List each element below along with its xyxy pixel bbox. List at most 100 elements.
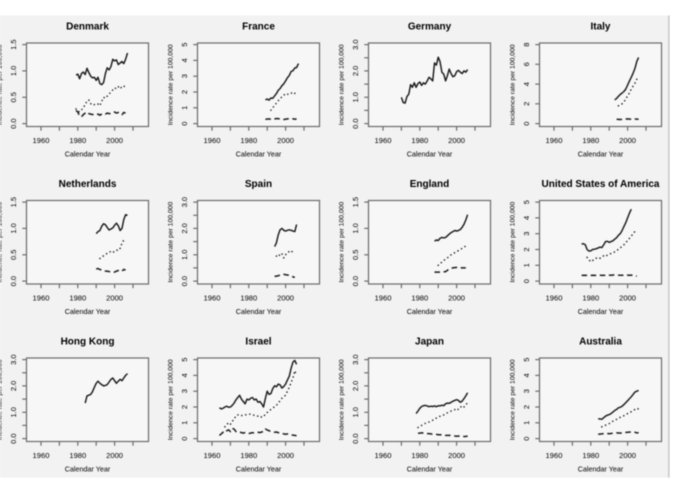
svg-text:0.0: 0.0 (9, 118, 18, 128)
svg-text:Calendar Year: Calendar Year (236, 465, 282, 474)
svg-text:1960: 1960 (204, 293, 221, 302)
svg-text:1980: 1980 (411, 136, 428, 145)
svg-text:1960: 1960 (546, 136, 563, 145)
svg-text:1.0: 1.0 (9, 66, 18, 76)
svg-text:0.0: 0.0 (9, 433, 18, 443)
svg-text:1960: 1960 (204, 451, 221, 460)
svg-text:Incidence rate per 100,000: Incidence rate per 100,000 (167, 359, 174, 440)
svg-text:5: 5 (522, 358, 531, 362)
svg-text:5: 5 (522, 200, 531, 204)
svg-text:Calendar Year: Calendar Year (578, 465, 624, 474)
svg-text:1960: 1960 (546, 293, 563, 302)
svg-text:2000: 2000 (106, 451, 123, 460)
svg-text:Japan: Japan (415, 336, 444, 347)
svg-text:0.5: 0.5 (9, 92, 18, 102)
svg-text:2000: 2000 (277, 451, 294, 460)
svg-text:4: 4 (522, 82, 531, 86)
svg-text:Italy: Italy (590, 21, 610, 32)
svg-text:Israel: Israel (245, 336, 271, 347)
svg-text:Hong Kong: Hong Kong (61, 336, 115, 347)
svg-text:3.0: 3.0 (180, 197, 189, 207)
svg-text:Incidence rate per 100,000: Incidence rate per 100,000 (0, 359, 3, 440)
svg-text:2000: 2000 (106, 293, 123, 302)
svg-text:1.5: 1.5 (351, 197, 360, 207)
svg-text:Calendar Year: Calendar Year (236, 307, 282, 316)
svg-text:0.0: 0.0 (9, 276, 18, 286)
svg-text:1960: 1960 (204, 136, 221, 145)
svg-text:2000: 2000 (619, 136, 636, 145)
svg-text:4: 4 (180, 58, 189, 62)
svg-text:2000: 2000 (106, 136, 123, 145)
svg-text:Denmark: Denmark (66, 21, 109, 32)
svg-text:2000: 2000 (448, 293, 465, 302)
svg-text:0.0: 0.0 (351, 118, 360, 128)
svg-text:1980: 1980 (411, 293, 428, 302)
svg-text:Incidence rate per 100,000: Incidence rate per 100,000 (338, 359, 345, 440)
svg-text:2.0: 2.0 (9, 381, 18, 391)
svg-text:Incidence rate per 100,000: Incidence rate per 100,000 (338, 44, 345, 125)
svg-text:1980: 1980 (69, 451, 86, 460)
svg-text:4: 4 (180, 373, 189, 377)
svg-text:2.0: 2.0 (180, 223, 189, 233)
svg-text:0.5: 0.5 (351, 250, 360, 260)
svg-text:1980: 1980 (411, 451, 428, 460)
svg-text:0.0: 0.0 (351, 433, 360, 443)
svg-text:1980: 1980 (582, 293, 599, 302)
svg-text:0: 0 (522, 122, 531, 126)
svg-text:Incidence rate per 100,000: Incidence rate per 100,000 (0, 44, 3, 125)
svg-text:France: France (242, 21, 275, 32)
svg-text:1: 1 (522, 263, 531, 267)
svg-text:3.0: 3.0 (351, 354, 360, 364)
svg-text:1.0: 1.0 (351, 92, 360, 102)
svg-text:1980: 1980 (240, 136, 257, 145)
svg-text:0.0: 0.0 (351, 276, 360, 286)
svg-text:England: England (410, 179, 449, 190)
svg-text:1960: 1960 (546, 451, 563, 460)
svg-text:3: 3 (522, 389, 531, 393)
svg-text:Netherlands: Netherlands (59, 179, 117, 190)
svg-text:2000: 2000 (619, 293, 636, 302)
svg-text:Australia: Australia (579, 336, 622, 347)
svg-text:3: 3 (180, 389, 189, 393)
svg-text:2: 2 (522, 405, 531, 409)
svg-text:1980: 1980 (582, 451, 599, 460)
svg-text:2000: 2000 (619, 451, 636, 460)
svg-text:1.0: 1.0 (351, 223, 360, 233)
svg-text:1960: 1960 (375, 451, 392, 460)
svg-text:0: 0 (180, 122, 189, 126)
svg-text:0: 0 (180, 437, 189, 441)
svg-text:3: 3 (522, 232, 531, 236)
svg-text:0: 0 (522, 437, 531, 441)
svg-text:2.0: 2.0 (351, 381, 360, 391)
svg-text:1960: 1960 (33, 136, 50, 145)
svg-text:4: 4 (522, 373, 531, 377)
svg-text:1980: 1980 (69, 136, 86, 145)
svg-text:0.5: 0.5 (9, 250, 18, 260)
svg-text:0.0: 0.0 (180, 276, 189, 286)
svg-text:1980: 1980 (582, 136, 599, 145)
svg-text:2: 2 (522, 102, 531, 106)
svg-text:Germany: Germany (408, 21, 452, 32)
svg-text:Incidence rate per 100,000: Incidence rate per 100,000 (509, 359, 516, 440)
svg-text:Calendar Year: Calendar Year (65, 307, 111, 316)
svg-text:8: 8 (522, 43, 531, 47)
svg-text:2000: 2000 (448, 136, 465, 145)
svg-text:1960: 1960 (375, 136, 392, 145)
svg-text:4: 4 (522, 216, 531, 220)
svg-text:1.0: 1.0 (351, 407, 360, 417)
svg-text:2.0: 2.0 (351, 66, 360, 76)
svg-text:2000: 2000 (277, 136, 294, 145)
svg-text:1980: 1980 (240, 293, 257, 302)
svg-text:Incidence rate per 100,000: Incidence rate per 100,000 (509, 202, 516, 283)
svg-text:5: 5 (180, 43, 189, 47)
svg-text:1960: 1960 (375, 293, 392, 302)
svg-text:1.0: 1.0 (9, 223, 18, 233)
svg-text:Incidence rate per 100,000: Incidence rate per 100,000 (338, 202, 345, 283)
svg-text:5: 5 (180, 358, 189, 362)
svg-text:1: 1 (180, 421, 189, 425)
svg-text:1.0: 1.0 (9, 407, 18, 417)
svg-text:3: 3 (180, 74, 189, 78)
svg-text:6: 6 (522, 62, 531, 66)
svg-text:3.0: 3.0 (9, 354, 18, 364)
svg-text:3.0: 3.0 (351, 39, 360, 49)
